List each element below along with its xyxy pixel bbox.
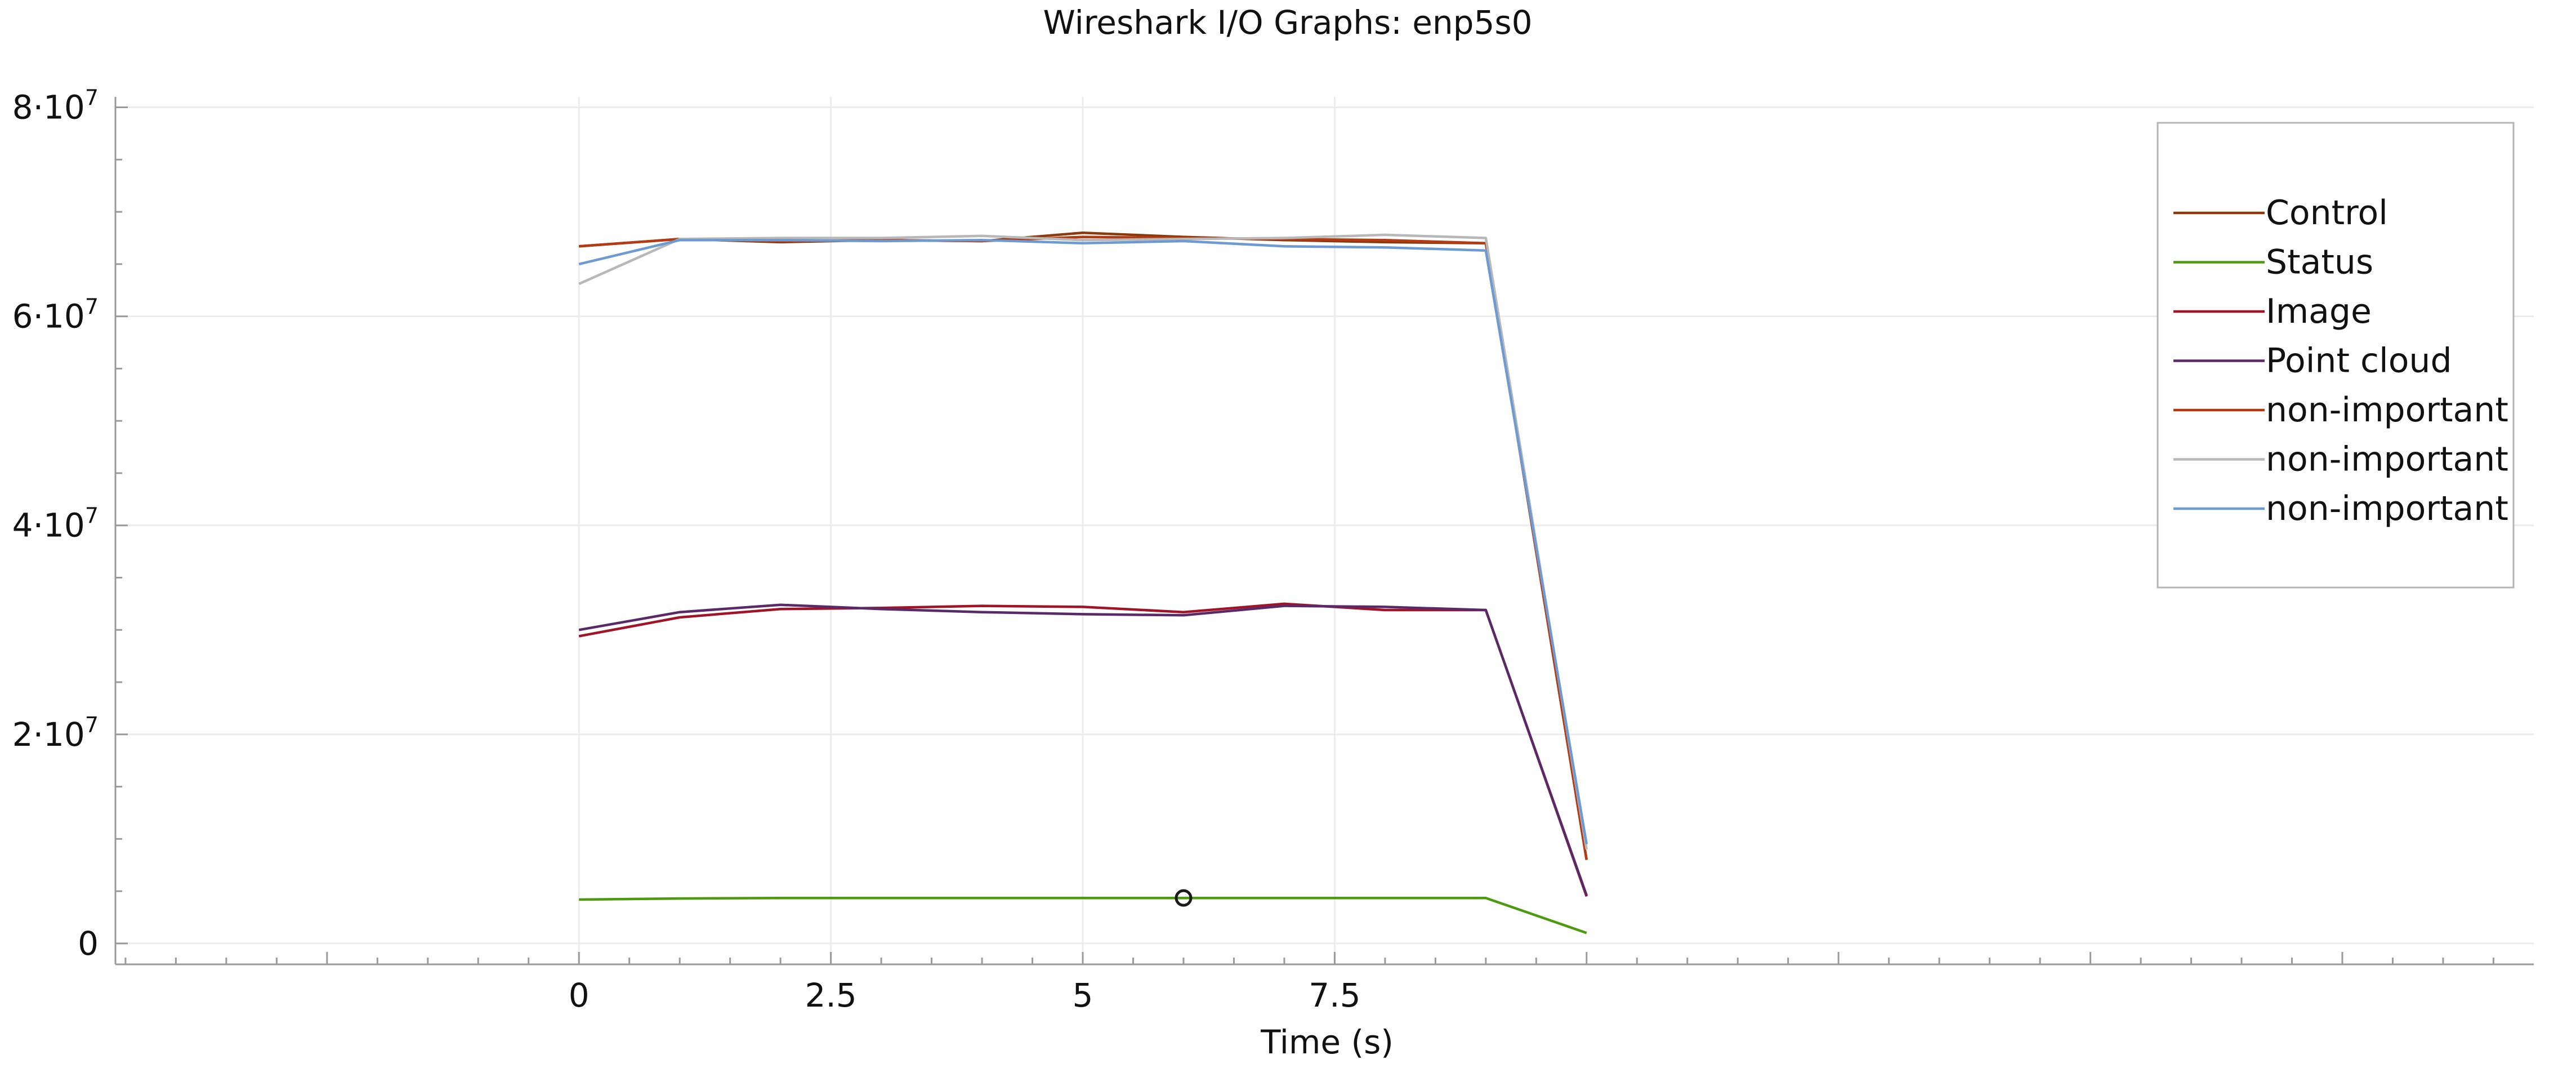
cursor-markers	[1175, 889, 1193, 907]
y-tick-base: 8·10	[12, 88, 85, 127]
legend-label: Image	[2266, 292, 2372, 331]
series-lines	[578, 231, 1588, 934]
y-tick-exponent: 7	[85, 713, 99, 737]
y-tick-label: 0	[78, 924, 99, 963]
y-tick-exponent: 7	[85, 86, 99, 110]
series-line-2[interactable]	[578, 602, 1588, 897]
x-tick-label: 5	[1073, 976, 1093, 1014]
legend-label: Point cloud	[2266, 341, 2452, 381]
x-tick-label: 0	[569, 976, 590, 1014]
legend-label: non-important	[2266, 440, 2508, 479]
x-axis-label: Time (s)	[1260, 1023, 1394, 1061]
y-tick-label: 6·107	[12, 295, 99, 336]
y-tick-base: 2·10	[12, 715, 85, 754]
y-tick-base: 4·10	[12, 506, 85, 545]
legend-label: Status	[2266, 243, 2373, 282]
legend-label: non-important	[2266, 489, 2508, 528]
legend-box	[2157, 122, 2515, 589]
legend[interactable]: Control Status Image Point cloud non-importa…	[2157, 122, 2515, 589]
series-line-3[interactable]	[578, 603, 1588, 896]
y-tick-label: 2·107	[12, 713, 99, 754]
cursor-marker[interactable]	[1175, 889, 1193, 907]
series-line-1[interactable]	[579, 896, 1587, 934]
legend-label: Control	[2266, 193, 2388, 233]
y-tick-label: 8·107	[12, 86, 99, 127]
chart-title: Wireshark I/O Graphs: enp5s0	[1043, 3, 1533, 42]
y-tick-exponent: 7	[85, 504, 99, 528]
gridlines	[115, 97, 2534, 964]
series-line-5[interactable]	[578, 233, 1588, 850]
x-tick-label: 7.5	[1309, 976, 1360, 1014]
series-line-6[interactable]	[578, 238, 1588, 844]
y-tick-exponent: 7	[85, 295, 99, 319]
y-tick-base: 6·10	[12, 297, 85, 336]
y-tick-base: 0	[78, 924, 99, 963]
y-tick-label: 4·107	[12, 504, 99, 545]
legend-label: non-important	[2266, 390, 2508, 430]
x-tick-label: 2.5	[805, 976, 856, 1014]
legend-items: Control Status Image Point cloud non-importa…	[2173, 193, 2508, 528]
